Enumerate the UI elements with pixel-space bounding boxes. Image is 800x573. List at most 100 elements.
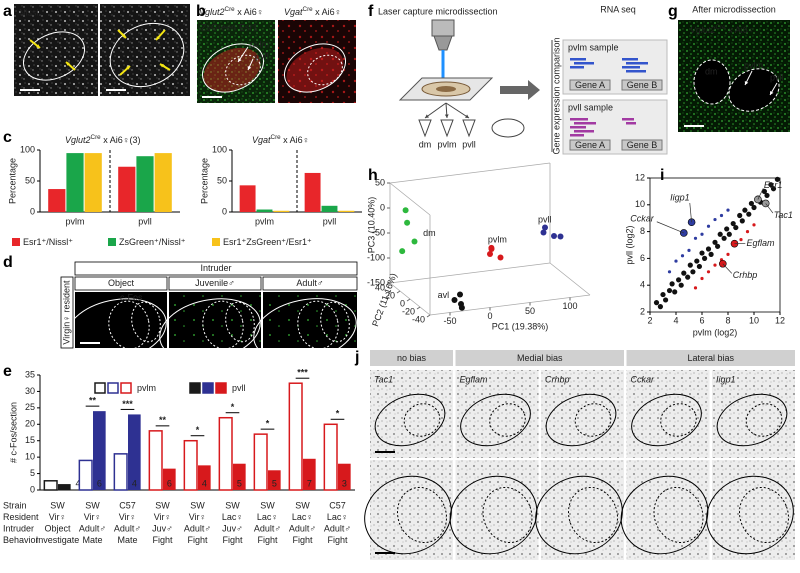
row-value: Juv♂ [152, 523, 173, 533]
region-outline [108, 300, 150, 350]
row-value: SW [50, 500, 65, 510]
tube [418, 119, 432, 138]
point [678, 282, 684, 288]
tube-label: pvll [462, 139, 476, 149]
read [626, 70, 646, 73]
bar [338, 210, 355, 212]
gene-label: Iigp1 [716, 374, 736, 384]
z-tick-label: -50 [372, 227, 385, 237]
sample-label: pvll sample [568, 102, 613, 112]
point [724, 226, 730, 232]
row-label: Virgin♀ resident [61, 280, 71, 345]
row-value: Adult♂ [114, 523, 141, 533]
esr1-signal [203, 47, 261, 93]
point [739, 238, 743, 242]
arrow-head [425, 114, 429, 118]
point [746, 211, 752, 217]
region-label: pvll [255, 51, 269, 61]
callout [656, 221, 684, 234]
micrograph-signal [541, 460, 624, 560]
y-tick [426, 314, 431, 318]
point [774, 176, 781, 182]
row-value: Fight [222, 535, 243, 545]
legend-swatch [94, 382, 106, 394]
gene-box [569, 139, 611, 151]
genotype-rest: x Ai6♀ [235, 7, 264, 17]
row-value: Lac♀ [292, 512, 313, 522]
genotype-rest: x Ai6♀ [281, 135, 310, 145]
legend-swatch [107, 382, 119, 394]
legend-swatch [215, 382, 227, 394]
box-edge [549, 262, 591, 296]
point [713, 263, 717, 267]
point [551, 233, 557, 239]
legend-label: pvll [232, 383, 246, 393]
region-outline [253, 298, 357, 362]
x-tick-label: -50 [443, 316, 456, 326]
point [693, 286, 698, 290]
point [402, 207, 409, 214]
arrow-head [66, 62, 70, 66]
point [712, 239, 718, 245]
n-label: 7 [307, 478, 312, 488]
x-tick-label: pvlm [65, 216, 84, 226]
gene-label: Tac1 [374, 374, 393, 384]
gene-label: Tac1 [774, 210, 793, 220]
bar [128, 414, 141, 490]
region-outline [297, 300, 339, 350]
point [706, 224, 711, 228]
genotype-label: VgatCre x Ai6♀ [252, 134, 309, 146]
n-label: 5 [237, 478, 242, 488]
row-value: Fight [152, 535, 173, 545]
legend-swatch [189, 382, 201, 394]
stain-label: Nissl [19, 7, 39, 17]
y-tick-label: 20 [25, 419, 35, 429]
point [404, 219, 411, 226]
panel-label: a [3, 3, 12, 20]
group-header [455, 350, 624, 366]
y-tick-label: 12 [635, 172, 645, 182]
point [752, 223, 756, 227]
read [626, 62, 648, 65]
row-value: Fight [292, 535, 313, 545]
y-tick-label: 6 [640, 253, 645, 263]
column-box [262, 276, 358, 291]
point [666, 287, 673, 294]
row-box [60, 276, 74, 349]
point [733, 224, 739, 231]
x-tick-label: 10 [749, 315, 759, 325]
gene-box [621, 79, 663, 91]
arrow-head [156, 36, 160, 40]
gene-name: Vglut2 [690, 25, 716, 35]
y-tick-label: 10 [635, 199, 645, 209]
panel-label: d [3, 254, 13, 271]
region-outline [225, 301, 255, 343]
point [726, 252, 730, 256]
region-label: pvlm [744, 60, 763, 70]
genotype-rest: x Ai6♀ [726, 25, 755, 35]
row-value: SW [190, 500, 205, 510]
point [667, 270, 672, 274]
row-value: Fight [257, 535, 278, 545]
significance-label: * [336, 409, 340, 419]
section-title: RNA seq [600, 4, 636, 14]
y-axis-label: # c-Fos/section [8, 402, 18, 463]
point [458, 304, 465, 311]
y-tick [396, 290, 401, 294]
y-tick-label: 10 [25, 452, 35, 462]
tube-label: pvlm [437, 139, 456, 149]
gene-label: Iigp1 [670, 193, 690, 203]
region-label: pvll [770, 72, 784, 82]
point [719, 213, 724, 218]
y-axis-label: Percentage [7, 158, 17, 204]
n-label: 6 [97, 478, 102, 488]
bar [136, 156, 154, 212]
significance-label: *** [297, 368, 308, 378]
micrograph-signal [263, 292, 357, 348]
point [693, 236, 698, 240]
gene-label: Gene A [575, 80, 605, 90]
legend-label: ZsGreen⁺/Nissl⁺ [119, 237, 186, 247]
region-outline [706, 475, 794, 555]
region-label: dm [705, 66, 718, 76]
read [570, 66, 584, 69]
